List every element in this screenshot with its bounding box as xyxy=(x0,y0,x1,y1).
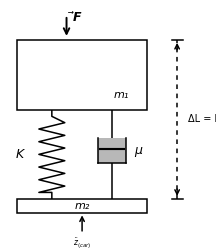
Bar xyxy=(98,138,126,163)
Text: ΔL = h: ΔL = h xyxy=(188,114,216,124)
Text: m₂: m₂ xyxy=(74,200,90,210)
Text: m₁: m₁ xyxy=(113,90,129,100)
Text: μ: μ xyxy=(134,144,142,157)
Text: K: K xyxy=(15,148,24,161)
Text: ⃗F: ⃗F xyxy=(74,11,83,24)
Text: $\ddot{z}_{(car)}$: $\ddot{z}_{(car)}$ xyxy=(73,236,91,250)
Bar xyxy=(17,199,147,212)
Bar xyxy=(17,40,147,110)
